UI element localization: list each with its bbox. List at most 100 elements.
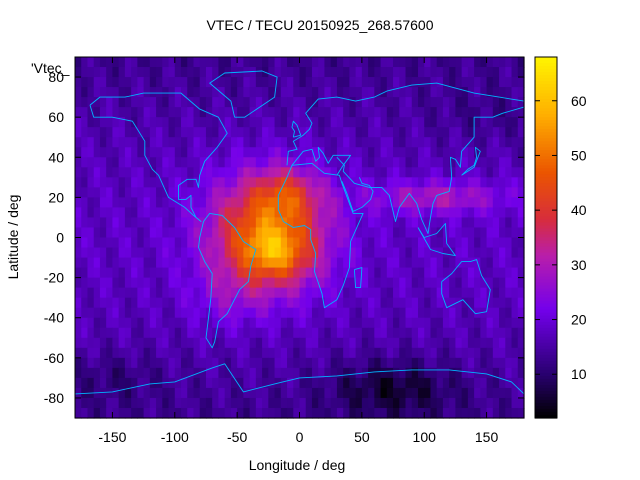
heatmap-cell — [499, 257, 506, 269]
heatmap-cell — [262, 237, 269, 249]
heatmap-cell — [268, 377, 276, 389]
heatmap-cell — [355, 177, 363, 188]
heatmap-cell — [193, 377, 201, 389]
heatmap-cell — [230, 337, 238, 349]
heatmap-cell — [361, 357, 369, 369]
heatmap-cell — [424, 147, 432, 158]
heatmap-cell — [330, 307, 338, 319]
heatmap-cell — [124, 307, 132, 319]
heatmap-cell — [486, 267, 494, 279]
colorbar-tick-label: 10 — [571, 366, 587, 382]
heatmap-cell — [99, 217, 107, 229]
heatmap-cell — [405, 227, 413, 239]
heatmap-cell — [393, 77, 400, 88]
heatmap-cell — [449, 337, 457, 349]
heatmap-cell — [187, 297, 195, 309]
heatmap-cell — [224, 337, 232, 349]
heatmap-cell — [499, 347, 506, 359]
heatmap-cell — [174, 357, 182, 369]
colorbar-segment — [535, 225, 557, 230]
heatmap-cell — [517, 147, 525, 158]
heatmap-cell — [517, 187, 525, 198]
heatmap-cell — [124, 247, 132, 259]
heatmap-cell — [237, 147, 244, 158]
heatmap-cell — [386, 197, 394, 209]
heatmap-cell — [243, 217, 251, 229]
heatmap-cell — [505, 407, 513, 419]
y-tick-label: 60 — [48, 109, 64, 125]
heatmap-cell — [386, 107, 394, 118]
heatmap-cell — [405, 307, 413, 319]
heatmap-cell — [361, 207, 369, 219]
heatmap-cell — [262, 337, 269, 349]
heatmap-cell — [517, 337, 525, 349]
heatmap-cell — [81, 347, 89, 359]
heatmap-cell — [349, 327, 357, 339]
heatmap-cell — [274, 277, 282, 289]
heatmap-cell — [187, 127, 195, 138]
heatmap-cell — [343, 237, 350, 249]
heatmap-cell — [237, 167, 244, 178]
heatmap-cell — [112, 127, 120, 138]
heatmap-cell — [399, 167, 407, 178]
heatmap-cell — [93, 177, 101, 188]
heatmap-cell — [349, 307, 357, 319]
heatmap-cell — [174, 367, 182, 379]
heatmap-cell — [230, 227, 238, 239]
heatmap-cell — [424, 167, 432, 178]
heatmap-cell — [411, 357, 419, 369]
heatmap-cell — [336, 197, 344, 209]
heatmap-cell — [399, 327, 407, 339]
heatmap-cell — [268, 147, 276, 158]
heatmap-cell — [517, 117, 525, 128]
heatmap-cell — [168, 247, 176, 259]
heatmap-cell — [411, 57, 419, 68]
heatmap-cell — [411, 397, 419, 409]
colorbar-segment — [535, 324, 557, 329]
heatmap-cell — [436, 57, 444, 68]
heatmap-cell — [237, 57, 244, 68]
heatmap-cell — [280, 167, 288, 178]
heatmap-cell — [417, 367, 425, 379]
heatmap-cell — [380, 347, 388, 359]
heatmap-cell — [249, 77, 257, 88]
heatmap-cell — [299, 87, 307, 98]
heatmap-cell — [237, 287, 244, 299]
heatmap-cell — [449, 307, 457, 319]
heatmap-cell — [99, 57, 107, 68]
heatmap-cell — [368, 177, 375, 188]
heatmap-cell — [255, 377, 263, 389]
heatmap-cell — [75, 137, 82, 148]
heatmap-cell — [162, 77, 170, 88]
heatmap-cell — [112, 397, 120, 409]
heatmap-cell — [311, 137, 319, 148]
heatmap-cell — [442, 67, 450, 78]
heatmap-cell — [149, 347, 157, 359]
heatmap-cell — [511, 157, 519, 168]
heatmap-cell — [417, 197, 425, 209]
heatmap-cell — [255, 277, 263, 289]
heatmap-cell — [393, 117, 400, 128]
heatmap-cell — [430, 247, 438, 259]
heatmap-cell — [205, 97, 213, 108]
heatmap-cell — [156, 187, 163, 198]
heatmap-cell — [517, 107, 525, 118]
heatmap-cell — [436, 347, 444, 359]
heatmap-cell — [436, 267, 444, 279]
heatmap-cell — [517, 257, 525, 269]
heatmap-cell — [81, 317, 89, 329]
colorbar-segment — [535, 330, 557, 335]
heatmap-cell — [349, 287, 357, 299]
heatmap-cell — [368, 317, 375, 329]
heatmap-cell — [193, 197, 201, 209]
heatmap-cell — [343, 337, 350, 349]
colorbar-segment — [535, 195, 557, 199]
heatmap-cell — [93, 127, 101, 138]
heatmap-cell — [311, 167, 319, 178]
heatmap-cell — [131, 147, 138, 158]
heatmap-cell — [436, 187, 444, 198]
heatmap-cell — [131, 347, 138, 359]
heatmap-cell — [449, 87, 457, 98]
heatmap-cell — [343, 67, 350, 78]
heatmap-cell — [243, 297, 251, 309]
